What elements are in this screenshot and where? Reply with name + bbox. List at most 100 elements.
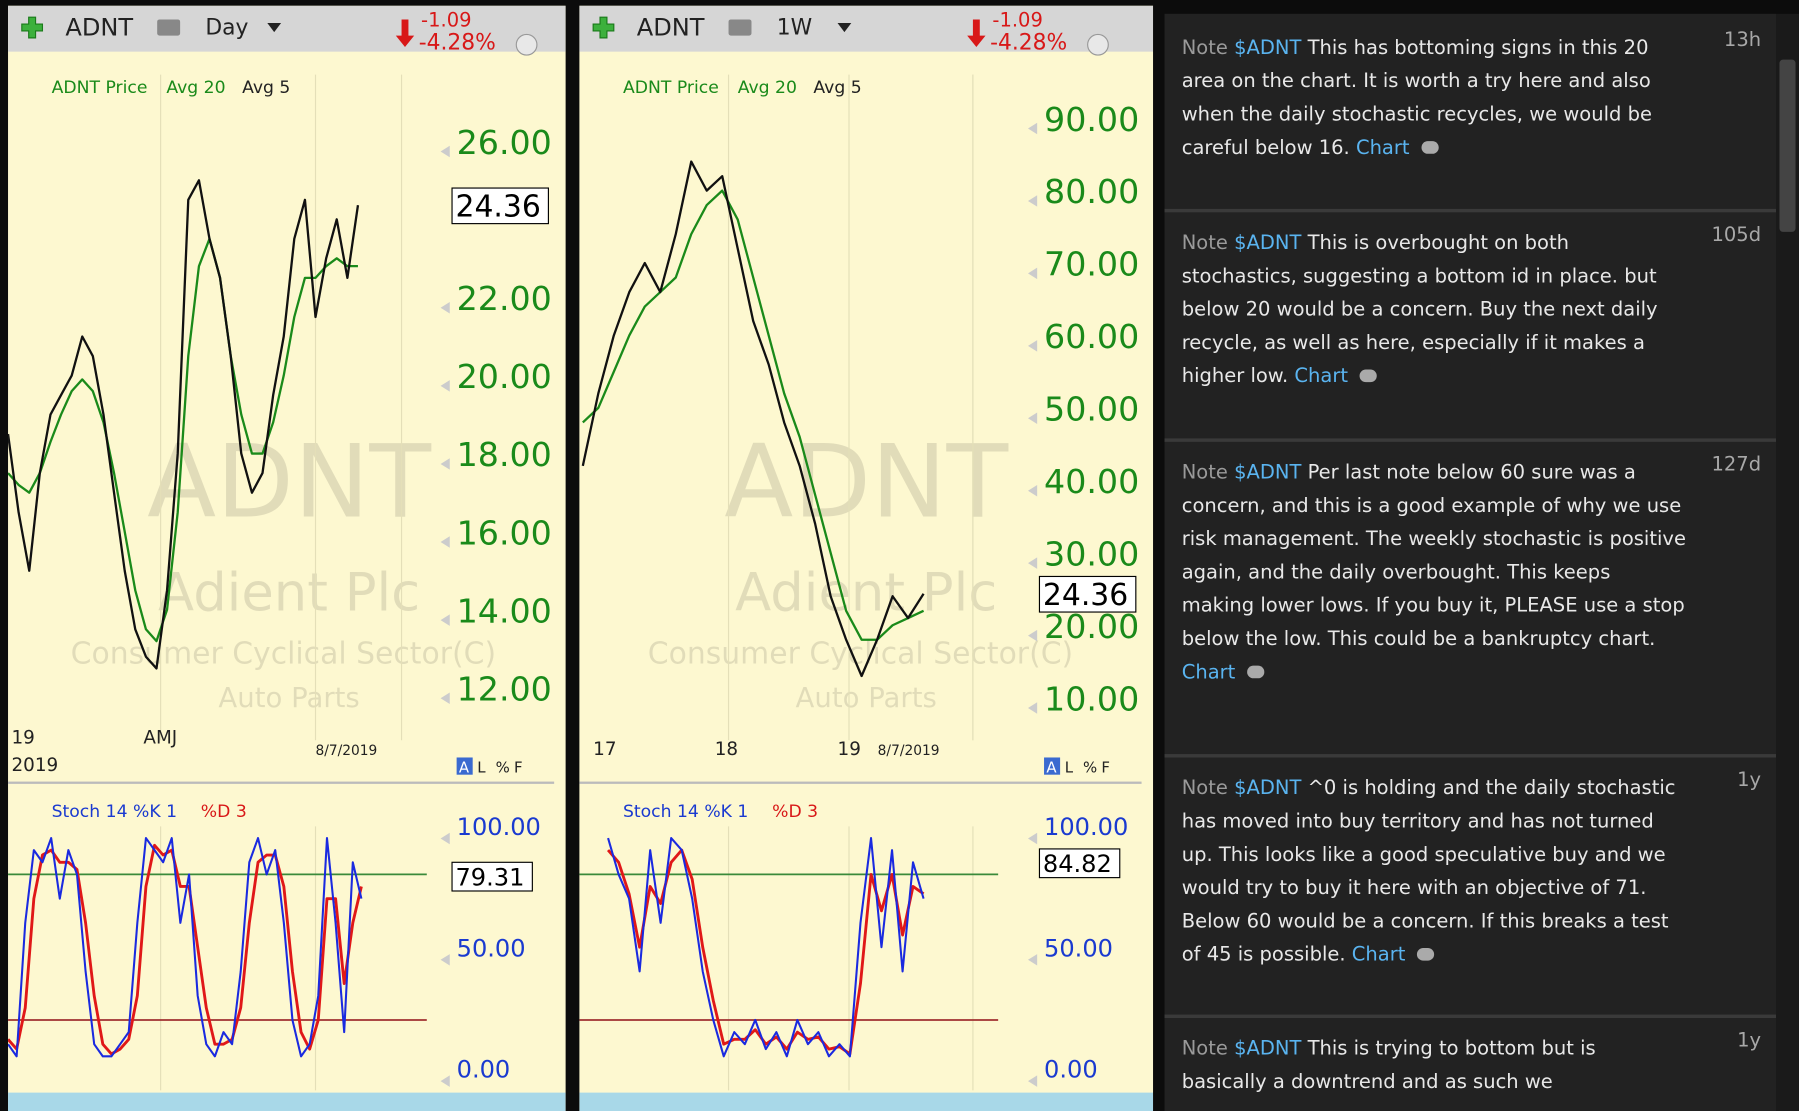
- note-age: 1y: [1737, 1029, 1762, 1053]
- legend-entry: %D 3: [201, 802, 247, 822]
- symbol[interactable]: ADNT: [637, 14, 705, 42]
- note-link[interactable]: Chart: [1351, 943, 1406, 967]
- options-icon[interactable]: [1087, 33, 1109, 56]
- y-tick-label: 50.00: [1044, 390, 1139, 429]
- toggle[interactable]: A: [1046, 758, 1057, 776]
- stoch-tick-label: 100.00: [1044, 813, 1128, 841]
- price-line: [8, 179, 360, 670]
- scroll-thumb[interactable]: [1779, 59, 1796, 232]
- y-tick-mark: [1027, 484, 1038, 497]
- watermark-industry: Auto Parts: [218, 682, 359, 714]
- toggle-bg: [456, 757, 473, 775]
- note-ticker[interactable]: $ADNT: [1234, 36, 1302, 60]
- y-tick-label: 30.00: [1044, 534, 1139, 573]
- h-scrollbar[interactable]: [579, 1092, 1154, 1111]
- watermark-symbol: ADNT: [147, 422, 431, 540]
- h-scrollbar[interactable]: [8, 1092, 566, 1111]
- note-text: This is overbought on both stochastics, …: [1181, 231, 1658, 388]
- stoch-tick-label: 0.00: [457, 1056, 511, 1084]
- toggle[interactable]: F: [1101, 758, 1110, 776]
- interval[interactable]: 1W: [777, 15, 812, 40]
- y-tick-label: 14.00: [457, 591, 552, 630]
- y-tick-label: 16.00: [457, 513, 552, 552]
- symbol[interactable]: ADNT: [65, 14, 133, 42]
- note-ticker[interactable]: $ADNT: [1234, 231, 1302, 255]
- comment-icon[interactable]: [1421, 141, 1439, 154]
- note-ticker[interactable]: $ADNT: [1234, 1037, 1302, 1061]
- chart-header: [8, 5, 566, 52]
- stoch-tick-mark: [1027, 1075, 1038, 1087]
- last-price: 24.36: [1043, 578, 1128, 613]
- price-line: [581, 160, 925, 678]
- note-ticker[interactable]: $ADNT: [1234, 776, 1302, 800]
- y-tick-label: 18.00: [457, 435, 552, 474]
- down-arrow: [967, 19, 986, 48]
- y-tick-mark: [1027, 412, 1038, 425]
- chart-panel: ADNT Day -1.09-4.28% ADNT Adient Plc Consumer…: [8, 5, 566, 1111]
- options-icon[interactable]: [515, 33, 538, 56]
- note-separator: [1164, 208, 1777, 213]
- note-label: Note: [1181, 1037, 1228, 1061]
- y-tick-label: 20.00: [1044, 607, 1139, 646]
- note-label: Note: [1181, 231, 1228, 255]
- comment-icon[interactable]: [1359, 369, 1377, 383]
- note-link[interactable]: Chart: [1294, 364, 1348, 388]
- dropdown-arrow[interactable]: [837, 22, 852, 33]
- note-body: Note $ADNT This has bottoming signs in t…: [1182, 32, 1687, 165]
- toggle[interactable]: %: [496, 758, 510, 776]
- y-tick-mark: [1027, 340, 1038, 352]
- add-icon[interactable]: [21, 16, 44, 39]
- change-pct: -4.28%: [419, 30, 496, 55]
- y-tick-label: 60.00: [1044, 317, 1139, 356]
- note-age: 13h: [1723, 28, 1762, 52]
- legend-entry: ADNT Price: [623, 78, 719, 98]
- note-age: 1y: [1737, 768, 1762, 792]
- stoch-last: 79.31: [455, 863, 524, 891]
- note-age: 127d: [1711, 453, 1762, 477]
- x-tick-label: 17: [593, 739, 616, 760]
- change-pct: -4.28%: [990, 30, 1067, 55]
- print-icon[interactable]: [728, 19, 752, 36]
- note-link[interactable]: Chart: [1181, 661, 1236, 685]
- x-tick-label: 19: [838, 739, 861, 760]
- scrollbar[interactable]: [1776, 13, 1799, 1111]
- comment-icon[interactable]: [1246, 665, 1265, 679]
- print-icon[interactable]: [157, 19, 181, 36]
- pane-divider: [8, 781, 555, 784]
- legend-entry: Stoch 14 %K 1: [623, 802, 748, 822]
- x-tick-label: 8/7/2019: [316, 743, 378, 759]
- legend-entry: Stoch 14 %K 1: [52, 802, 177, 822]
- toggle[interactable]: L: [477, 758, 486, 776]
- note-label: Note: [1181, 776, 1228, 800]
- dropdown-arrow[interactable]: [267, 22, 282, 33]
- x-tick-label: 18: [715, 739, 738, 760]
- toggle[interactable]: L: [1065, 758, 1074, 776]
- y-tick-mark: [1027, 122, 1038, 135]
- note-link[interactable]: Chart: [1355, 136, 1410, 160]
- stoch-last: 84.82: [1043, 850, 1112, 878]
- y-tick-mark: [440, 380, 450, 392]
- avg20-line: [8, 237, 358, 643]
- legend-entry: %D 3: [772, 802, 818, 822]
- watermark-symbol: ADNT: [724, 422, 1008, 540]
- toggle[interactable]: F: [514, 758, 523, 776]
- toggle[interactable]: %: [1083, 758, 1097, 776]
- watermark-name: Adient Plc: [735, 563, 997, 624]
- interval[interactable]: Day: [205, 15, 248, 40]
- chart-panel: ADNT 1W -1.09-4.28% ADNT Adient Plc Consumer …: [579, 5, 1154, 1111]
- watermark-industry: Auto Parts: [796, 682, 937, 714]
- comment-icon[interactable]: [1416, 948, 1435, 961]
- y-tick-label: 90.00: [1044, 100, 1139, 139]
- avg20-line: [582, 189, 925, 641]
- note-body: Note $ADNT ^0 is holding and the daily s…: [1182, 772, 1687, 972]
- note-ticker[interactable]: $ADNT: [1234, 461, 1302, 485]
- note-age: 105d: [1711, 223, 1762, 247]
- add-icon[interactable]: [592, 16, 615, 39]
- x-tick-label: AMJ: [143, 728, 177, 749]
- y-tick-mark: [1027, 267, 1038, 280]
- stoch-tick-label: 0.00: [1044, 1056, 1098, 1084]
- toggle[interactable]: A: [459, 758, 470, 776]
- stoch-tick-mark: [440, 1075, 450, 1087]
- x-tick-label: 19: [11, 728, 34, 749]
